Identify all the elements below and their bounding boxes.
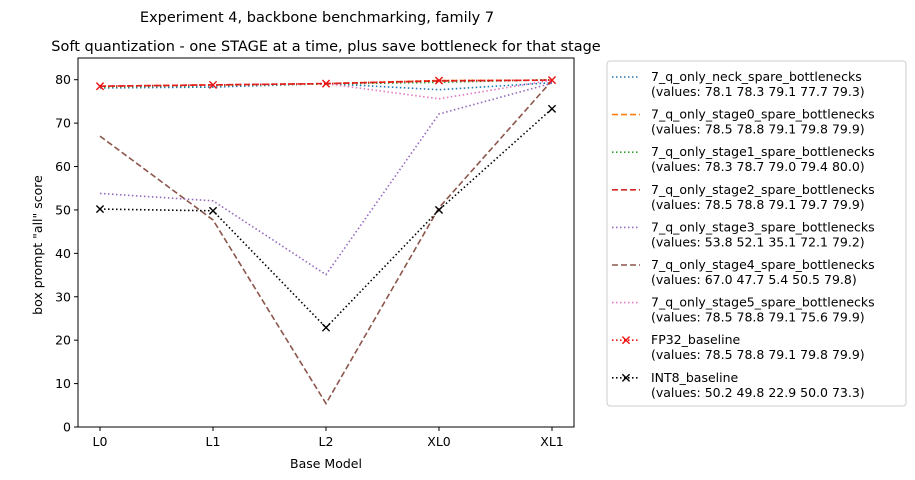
- data-point-INT8_baseline: [434, 205, 444, 215]
- legend-values: (values: 50.2 49.8 22.9 50.0 73.3): [651, 385, 865, 400]
- x-tick-label: L0: [93, 434, 108, 449]
- legend-values: (values: 78.3 78.7 79.0 79.4 80.0): [651, 159, 865, 174]
- legend-label: 7_q_only_stage3_spare_bottlenecks: [651, 219, 875, 234]
- y-tick-label: 60: [55, 159, 71, 174]
- legend-entry: 7_q_only_stage1_spare_bottlenecks(values…: [612, 144, 875, 174]
- y-tick-label: 50: [55, 202, 71, 217]
- legend-entry: INT8_baseline(values: 50.2 49.8 22.9 50.…: [612, 370, 865, 400]
- y-axis-ticks: 0 10 20 30 40 50 60 70 80: [55, 72, 78, 435]
- legend-label: 7_q_only_stage1_spare_bottlenecks: [651, 144, 875, 159]
- legend-label: 7_q_only_stage0_spare_bottlenecks: [651, 107, 875, 122]
- chart-title: Soft quantization - one STAGE at a time,…: [51, 39, 601, 55]
- legend-entry: 7_q_only_stage5_spare_bottlenecks(values…: [612, 295, 875, 325]
- y-tick-label: 30: [55, 289, 71, 304]
- x-tick-label: L2: [319, 434, 334, 449]
- y-tick-label: 70: [55, 116, 71, 131]
- y-axis-label: box prompt "all" score: [30, 175, 45, 315]
- data-point-INT8_baseline: [208, 206, 218, 215]
- data-point-FP32_baseline: [321, 79, 331, 88]
- legend-values: (values: 78.5 78.8 79.1 79.8 79.9): [651, 122, 865, 137]
- series-line-7_q_only_stage1_spare_bottlenecks: [99, 78, 553, 88]
- legend-values: (values: 78.5 78.8 79.1 79.7 79.9): [651, 197, 865, 212]
- data-point-FP32_baseline: [208, 80, 218, 90]
- x-tick-label: XL0: [427, 434, 451, 449]
- legend-box: [606, 60, 907, 407]
- legend-label: FP32_baseline: [651, 332, 741, 347]
- y-tick-label: 40: [55, 246, 71, 261]
- legend-entry: 7_q_only_stage2_spare_bottlenecks(values…: [612, 182, 875, 212]
- legend-label: INT8_baseline: [651, 370, 739, 385]
- legend-entry: 7_q_only_stage4_spare_bottlenecks(values…: [612, 257, 875, 287]
- series-line-7_q_only_stage4_spare_bottlenecks: [99, 80, 553, 406]
- plot-lines: [95, 76, 557, 406]
- legend-label: 7_q_only_neck_spare_bottlenecks: [651, 69, 862, 84]
- data-point-INT8_baseline: [95, 204, 105, 214]
- legend-values: (values: 78.5 78.8 79.1 79.8 79.9): [651, 347, 865, 362]
- y-tick-label: 20: [55, 333, 71, 348]
- data-point-INT8_baseline: [321, 323, 331, 332]
- x-axis-label: Base Model: [290, 456, 362, 471]
- legend-entry: 7_q_only_neck_spare_bottlenecks(values: …: [612, 69, 865, 99]
- legend-label: 7_q_only_stage4_spare_bottlenecks: [651, 257, 875, 272]
- data-point-FP32_baseline: [434, 76, 444, 85]
- series-line-FP32_baseline: [99, 79, 553, 88]
- data-point-FP32_baseline: [547, 76, 557, 85]
- y-tick-label: 0: [63, 420, 71, 435]
- legend-values: (values: 53.8 52.1 35.1 72.1 79.2): [651, 234, 865, 249]
- series-line-INT8_baseline: [99, 108, 553, 329]
- series-line-7_q_only_neck_spare_bottlenecks: [99, 81, 553, 91]
- x-tick-label: XL1: [540, 434, 563, 449]
- legend-values: (values: 78.1 78.3 79.1 77.7 79.3): [651, 84, 865, 99]
- y-tick-label: 10: [55, 376, 71, 391]
- legend-values: (values: 78.5 78.8 79.1 75.6 79.9): [651, 310, 865, 325]
- data-point-FP32_baseline: [95, 82, 105, 91]
- data-point-INT8_baseline: [547, 104, 557, 113]
- legend: 7_q_only_neck_spare_bottlenecks(values: …: [612, 69, 875, 400]
- legend-entry: 7_q_only_stage3_spare_bottlenecks(values…: [612, 219, 875, 249]
- legend-entry: FP32_baseline(values: 78.5 78.8 79.1 79.…: [612, 332, 865, 362]
- x-tick-label: L1: [206, 434, 221, 449]
- y-tick-label: 80: [55, 72, 71, 87]
- x-axis-ticks: L0 L1 L2 XL0 XL1: [93, 427, 564, 449]
- legend-label: 7_q_only_stage2_spare_bottlenecks: [651, 182, 875, 197]
- legend-values: (values: 67.0 47.7 5.4 50.5 79.8): [651, 272, 857, 287]
- legend-label: 7_q_only_stage5_spare_bottlenecks: [651, 295, 875, 310]
- chart-suptitle: Experiment 4, backbone benchmarking, fam…: [140, 10, 494, 26]
- plot-frame: [77, 57, 575, 428]
- series-line-7_q_only_stage3_spare_bottlenecks: [99, 82, 553, 276]
- legend-entry: 7_q_only_stage0_spare_bottlenecks(values…: [612, 107, 875, 137]
